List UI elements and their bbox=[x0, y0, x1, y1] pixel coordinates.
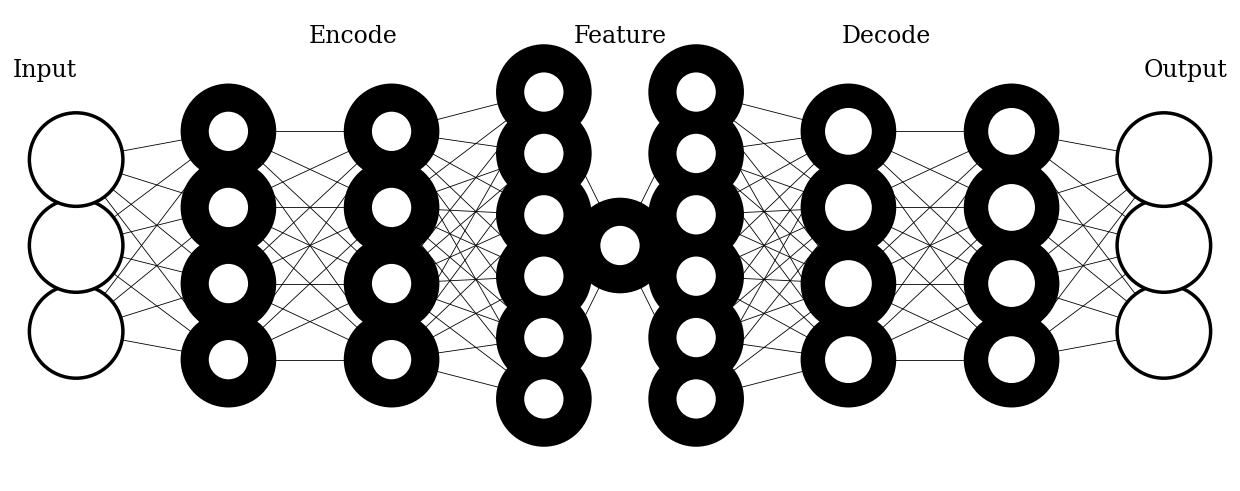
Ellipse shape bbox=[30, 199, 123, 292]
Ellipse shape bbox=[677, 72, 715, 112]
Ellipse shape bbox=[650, 168, 743, 262]
Ellipse shape bbox=[1117, 285, 1210, 378]
Ellipse shape bbox=[825, 108, 872, 155]
Ellipse shape bbox=[573, 199, 667, 292]
Ellipse shape bbox=[650, 107, 743, 200]
Ellipse shape bbox=[208, 188, 248, 227]
Text: Feature: Feature bbox=[573, 25, 667, 48]
Text: Input: Input bbox=[12, 59, 77, 82]
Ellipse shape bbox=[372, 340, 412, 380]
Ellipse shape bbox=[525, 318, 563, 357]
Ellipse shape bbox=[801, 237, 895, 330]
Ellipse shape bbox=[30, 285, 123, 378]
Ellipse shape bbox=[525, 256, 563, 296]
Ellipse shape bbox=[677, 318, 715, 357]
Text: Encode: Encode bbox=[309, 25, 398, 48]
Ellipse shape bbox=[965, 237, 1059, 330]
Ellipse shape bbox=[677, 379, 715, 419]
Ellipse shape bbox=[677, 195, 715, 235]
Ellipse shape bbox=[1117, 113, 1210, 206]
Ellipse shape bbox=[181, 237, 275, 330]
Ellipse shape bbox=[965, 313, 1059, 407]
Ellipse shape bbox=[497, 107, 590, 200]
Ellipse shape bbox=[650, 291, 743, 384]
Ellipse shape bbox=[208, 111, 248, 151]
Ellipse shape bbox=[600, 226, 640, 265]
Ellipse shape bbox=[1117, 199, 1210, 292]
Ellipse shape bbox=[650, 45, 743, 139]
Ellipse shape bbox=[208, 340, 248, 380]
Ellipse shape bbox=[965, 161, 1059, 254]
Ellipse shape bbox=[30, 113, 123, 206]
Ellipse shape bbox=[988, 184, 1035, 231]
Ellipse shape bbox=[801, 84, 895, 178]
Ellipse shape bbox=[677, 256, 715, 296]
Ellipse shape bbox=[372, 264, 412, 303]
Ellipse shape bbox=[525, 379, 563, 419]
Ellipse shape bbox=[345, 84, 439, 178]
Ellipse shape bbox=[497, 45, 590, 139]
Ellipse shape bbox=[988, 336, 1035, 383]
Ellipse shape bbox=[181, 84, 275, 178]
Ellipse shape bbox=[497, 291, 590, 384]
Ellipse shape bbox=[650, 229, 743, 323]
Ellipse shape bbox=[525, 134, 563, 173]
Ellipse shape bbox=[801, 313, 895, 407]
Ellipse shape bbox=[677, 134, 715, 173]
Ellipse shape bbox=[825, 336, 872, 383]
Text: Decode: Decode bbox=[842, 25, 931, 48]
Text: Output: Output bbox=[1143, 59, 1228, 82]
Ellipse shape bbox=[497, 168, 590, 262]
Ellipse shape bbox=[650, 352, 743, 446]
Ellipse shape bbox=[345, 313, 439, 407]
Ellipse shape bbox=[497, 229, 590, 323]
Ellipse shape bbox=[497, 352, 590, 446]
Ellipse shape bbox=[181, 313, 275, 407]
Ellipse shape bbox=[965, 84, 1059, 178]
Ellipse shape bbox=[825, 184, 872, 231]
Ellipse shape bbox=[208, 264, 248, 303]
Ellipse shape bbox=[825, 260, 872, 307]
Ellipse shape bbox=[988, 260, 1035, 307]
Ellipse shape bbox=[988, 108, 1035, 155]
Ellipse shape bbox=[372, 188, 412, 227]
Ellipse shape bbox=[801, 161, 895, 254]
Ellipse shape bbox=[525, 72, 563, 112]
Ellipse shape bbox=[345, 237, 439, 330]
Ellipse shape bbox=[345, 161, 439, 254]
Ellipse shape bbox=[525, 195, 563, 235]
Ellipse shape bbox=[372, 111, 412, 151]
Ellipse shape bbox=[181, 161, 275, 254]
